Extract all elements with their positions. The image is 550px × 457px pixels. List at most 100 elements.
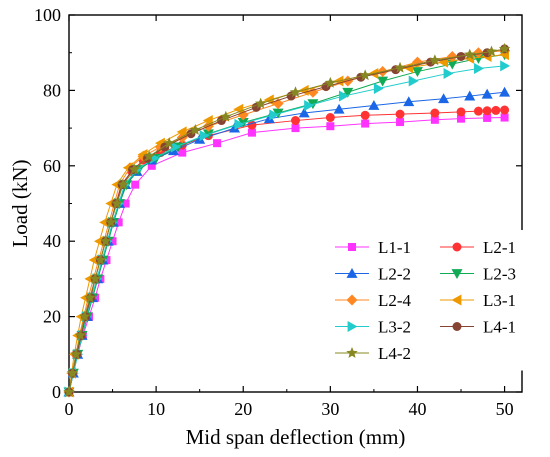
data-point [147, 161, 156, 170]
y-tick-label: 60 [43, 156, 61, 176]
data-point [483, 113, 492, 122]
data-point [443, 67, 454, 79]
y-tick-label: 40 [43, 231, 61, 251]
data-point [128, 163, 141, 175]
legend-label: L1-1 [378, 238, 411, 257]
data-point [220, 110, 232, 122]
data-point [481, 88, 493, 99]
data-point [411, 67, 423, 78]
data-point [500, 60, 511, 72]
data-point [117, 178, 129, 190]
data-point [464, 48, 476, 60]
data-point [114, 218, 123, 227]
data-point [121, 199, 130, 208]
legend-marker [451, 269, 463, 279]
legend-marker [346, 294, 358, 306]
data-point [105, 216, 117, 228]
legend-label: L2-1 [483, 238, 516, 257]
legend-label: L2-4 [378, 291, 412, 310]
data-point [359, 69, 371, 81]
data-point [500, 105, 510, 115]
data-point [70, 348, 82, 360]
legend-marker [346, 347, 358, 358]
data-point [143, 150, 155, 162]
y-tick-label: 100 [34, 5, 61, 25]
data-point [176, 126, 187, 138]
data-point [234, 118, 245, 130]
x-tick-label: 30 [321, 399, 339, 419]
data-point [473, 106, 483, 116]
data-point [500, 113, 509, 122]
legend-label: L4-1 [483, 318, 516, 337]
data-point [254, 97, 267, 109]
legend-marker [452, 242, 462, 252]
data-point [360, 110, 370, 120]
data-point [457, 114, 466, 123]
data-point [474, 63, 484, 75]
data-point [408, 75, 419, 87]
data-point [361, 119, 370, 128]
data-point [99, 235, 112, 247]
data-point [491, 105, 501, 115]
data-point [199, 130, 210, 142]
legend-label: L4-2 [378, 344, 411, 363]
legend-marker [346, 268, 358, 278]
data-point [472, 47, 484, 59]
data-point [272, 98, 284, 110]
legend-marker [451, 294, 462, 306]
data-point [395, 109, 405, 119]
data-point [342, 87, 354, 98]
data-point [84, 291, 96, 303]
data-point [499, 86, 511, 97]
data-point [74, 329, 87, 341]
data-point [93, 235, 104, 247]
data-point [94, 254, 107, 265]
data-point [368, 99, 380, 110]
legend-label: L3-2 [378, 318, 411, 337]
data-point [339, 90, 349, 102]
data-point [403, 96, 415, 107]
data-point [304, 99, 315, 111]
data-point [163, 137, 175, 149]
data-point [430, 108, 440, 118]
series-layer [63, 42, 511, 398]
legend-marker [348, 243, 356, 251]
data-point [89, 272, 101, 284]
data-point [111, 197, 123, 209]
data-point [446, 59, 458, 70]
y-tick-label: 20 [43, 307, 61, 327]
data-point [289, 86, 302, 98]
data-point [233, 103, 244, 115]
data-point [429, 54, 441, 66]
legend-marker [452, 322, 462, 331]
data-point [438, 93, 450, 104]
axes: 0 10 20 30 40 50 0 20 40 60 80 100 [34, 5, 523, 419]
data-point [446, 50, 458, 62]
legend: L1-1 L2-1 L2-2 L2-3 L2-4 L3-1 L3-2 L4-1 L4-2 [330, 230, 545, 371]
data-point [464, 90, 476, 101]
data-point [485, 45, 498, 57]
data-point [170, 141, 181, 153]
x-axis-title: Mid span deflection (mm) [186, 425, 406, 449]
x-tick-label: 50 [496, 399, 514, 419]
data-point [394, 61, 406, 73]
data-point [333, 103, 345, 114]
data-point [325, 113, 335, 123]
x-tick-label: 40 [408, 399, 426, 419]
data-point [324, 76, 337, 88]
data-point [298, 107, 310, 118]
y-tick-label: 80 [43, 80, 61, 100]
data-point [456, 107, 466, 117]
legend-marker [347, 321, 358, 332]
series-L4-2 [63, 42, 511, 397]
data-point [66, 367, 79, 378]
data-point [78, 310, 91, 322]
data-point [482, 106, 492, 116]
data-point [377, 76, 389, 87]
data-point [189, 123, 202, 135]
data-point [326, 122, 335, 131]
data-point [247, 128, 256, 137]
legend-label: L2-2 [378, 265, 411, 284]
x-tick-label: 10 [147, 399, 165, 419]
